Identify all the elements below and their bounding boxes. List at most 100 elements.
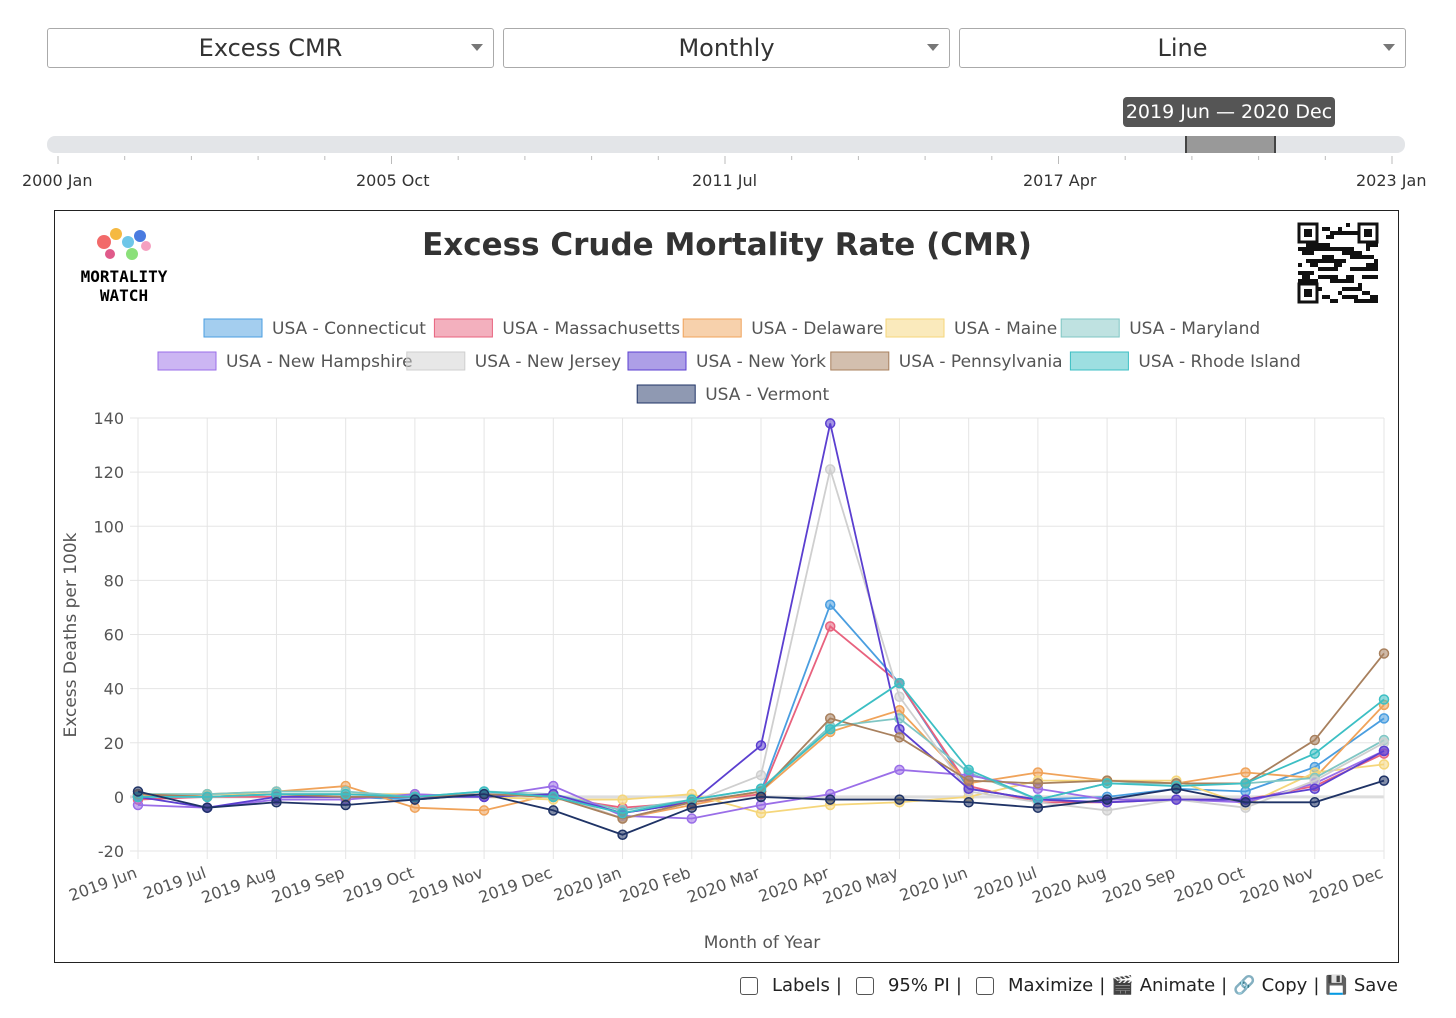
qr-module xyxy=(1314,279,1318,283)
legend-item[interactable]: USA - Massachusetts xyxy=(433,318,680,339)
qr-module xyxy=(1302,279,1306,283)
qr-module xyxy=(1366,299,1370,303)
qr-code xyxy=(1297,222,1379,304)
data-point xyxy=(617,829,628,841)
qr-module xyxy=(1318,287,1322,291)
qr-module xyxy=(1298,271,1302,275)
qr-finder xyxy=(1304,229,1312,237)
qr-module xyxy=(1334,275,1338,279)
labels-checkbox[interactable] xyxy=(739,976,758,995)
qr-module xyxy=(1354,251,1358,255)
data-point xyxy=(409,794,421,805)
maximize-checkbox[interactable] xyxy=(975,976,994,995)
data-point xyxy=(824,621,836,632)
data-point xyxy=(824,713,836,724)
qr-module xyxy=(1334,231,1338,235)
data-point xyxy=(755,740,767,751)
x-tick-label: 2020 Nov xyxy=(1237,863,1316,907)
qr-module xyxy=(1322,259,1326,263)
qr-module xyxy=(1322,267,1326,271)
y-tick-label: 60 xyxy=(104,626,124,645)
data-point xyxy=(1101,778,1113,789)
range-tick: 2023 Jan xyxy=(1356,171,1427,190)
y-tick-label: 80 xyxy=(104,571,124,590)
save-icon[interactable]: 💾 xyxy=(1325,975,1348,996)
qr-module xyxy=(1326,267,1330,271)
qr-module xyxy=(1346,275,1350,279)
qr-module xyxy=(1358,299,1362,303)
range-tooltip: 2019 Jun — 2020 Dec xyxy=(1123,97,1335,127)
data-point xyxy=(1309,748,1321,759)
qr-module xyxy=(1358,255,1362,259)
data-point xyxy=(478,805,490,816)
range-slider-handle[interactable] xyxy=(1185,136,1276,153)
labels-label[interactable]: Labels xyxy=(771,975,830,996)
qr-module xyxy=(1318,275,1322,279)
chevron-down-icon xyxy=(1383,44,1395,51)
legend-item[interactable]: USA - Delaware xyxy=(682,318,883,339)
data-point xyxy=(755,769,767,781)
legend-item[interactable]: USA - Maryland xyxy=(1060,318,1260,339)
animate-button[interactable]: Animate xyxy=(1139,975,1216,996)
qr-module xyxy=(1302,251,1306,255)
data-point xyxy=(1171,783,1182,795)
qr-module xyxy=(1346,287,1350,291)
qr-module xyxy=(1302,247,1306,251)
legend-item[interactable]: USA - Connecticut xyxy=(203,318,426,339)
legend-item[interactable]: USA - Rhode Island xyxy=(1069,351,1301,372)
save-button[interactable]: Save xyxy=(1353,975,1398,996)
qr-module xyxy=(1354,287,1358,291)
qr-module xyxy=(1354,295,1358,299)
copy-button[interactable]: Copy xyxy=(1261,975,1308,996)
data-point xyxy=(963,764,974,776)
legend-item[interactable]: USA - Pennsylvania xyxy=(830,351,1063,372)
qr-module xyxy=(1338,247,1342,251)
data-point xyxy=(1032,802,1044,813)
legend-item[interactable]: USA - Vermont xyxy=(636,384,830,405)
qr-module xyxy=(1326,235,1330,239)
qr-module xyxy=(1302,271,1306,275)
qr-module xyxy=(1346,279,1350,283)
legend-item[interactable]: USA - New Hampshire xyxy=(157,351,413,372)
qr-module xyxy=(1322,243,1326,247)
series xyxy=(132,775,1390,841)
qr-module xyxy=(1306,279,1310,283)
metric-select[interactable]: Excess CMR xyxy=(47,28,494,68)
legend-item[interactable]: USA - New York xyxy=(627,351,826,372)
qr-module xyxy=(1306,247,1310,251)
qr-module xyxy=(1350,267,1354,271)
x-tick-label: 2020 Feb xyxy=(617,863,693,906)
qr-module xyxy=(1354,299,1358,303)
period-select[interactable]: Monthly xyxy=(503,28,950,68)
qr-module xyxy=(1298,263,1302,267)
clapperboard-icon[interactable]: 🎬 xyxy=(1111,975,1134,996)
x-tick-label: 2020 Mar xyxy=(684,863,762,907)
qr-module xyxy=(1322,275,1326,279)
pi-label[interactable]: 95% PI xyxy=(887,975,950,996)
date-range-slider[interactable] xyxy=(47,136,1405,153)
qr-module xyxy=(1366,291,1370,295)
legend-swatch xyxy=(830,351,890,371)
data-point xyxy=(1378,648,1390,659)
legend-item[interactable]: USA - Maine xyxy=(885,318,1057,339)
qr-module xyxy=(1322,295,1326,299)
qr-module xyxy=(1362,255,1366,259)
data-point xyxy=(271,797,282,808)
qr-module xyxy=(1342,259,1346,263)
x-tick-label: 2020 Dec xyxy=(1307,863,1386,907)
data-point xyxy=(894,794,905,805)
separator: | xyxy=(835,975,842,996)
qr-module xyxy=(1358,287,1362,291)
maximize-label[interactable]: Maximize xyxy=(1007,975,1094,996)
copy-link-icon[interactable]: 🔗 xyxy=(1233,975,1256,996)
pi-checkbox[interactable] xyxy=(855,976,874,995)
chevron-down-icon xyxy=(471,44,483,51)
qr-module xyxy=(1334,279,1338,283)
data-point xyxy=(1378,775,1390,786)
qr-module xyxy=(1302,275,1306,279)
data-point xyxy=(894,691,905,702)
chart-type-select[interactable]: Line xyxy=(959,28,1406,68)
data-point xyxy=(824,723,836,735)
legend-item[interactable]: USA - New Jersey xyxy=(406,351,621,372)
qr-module xyxy=(1310,259,1314,263)
